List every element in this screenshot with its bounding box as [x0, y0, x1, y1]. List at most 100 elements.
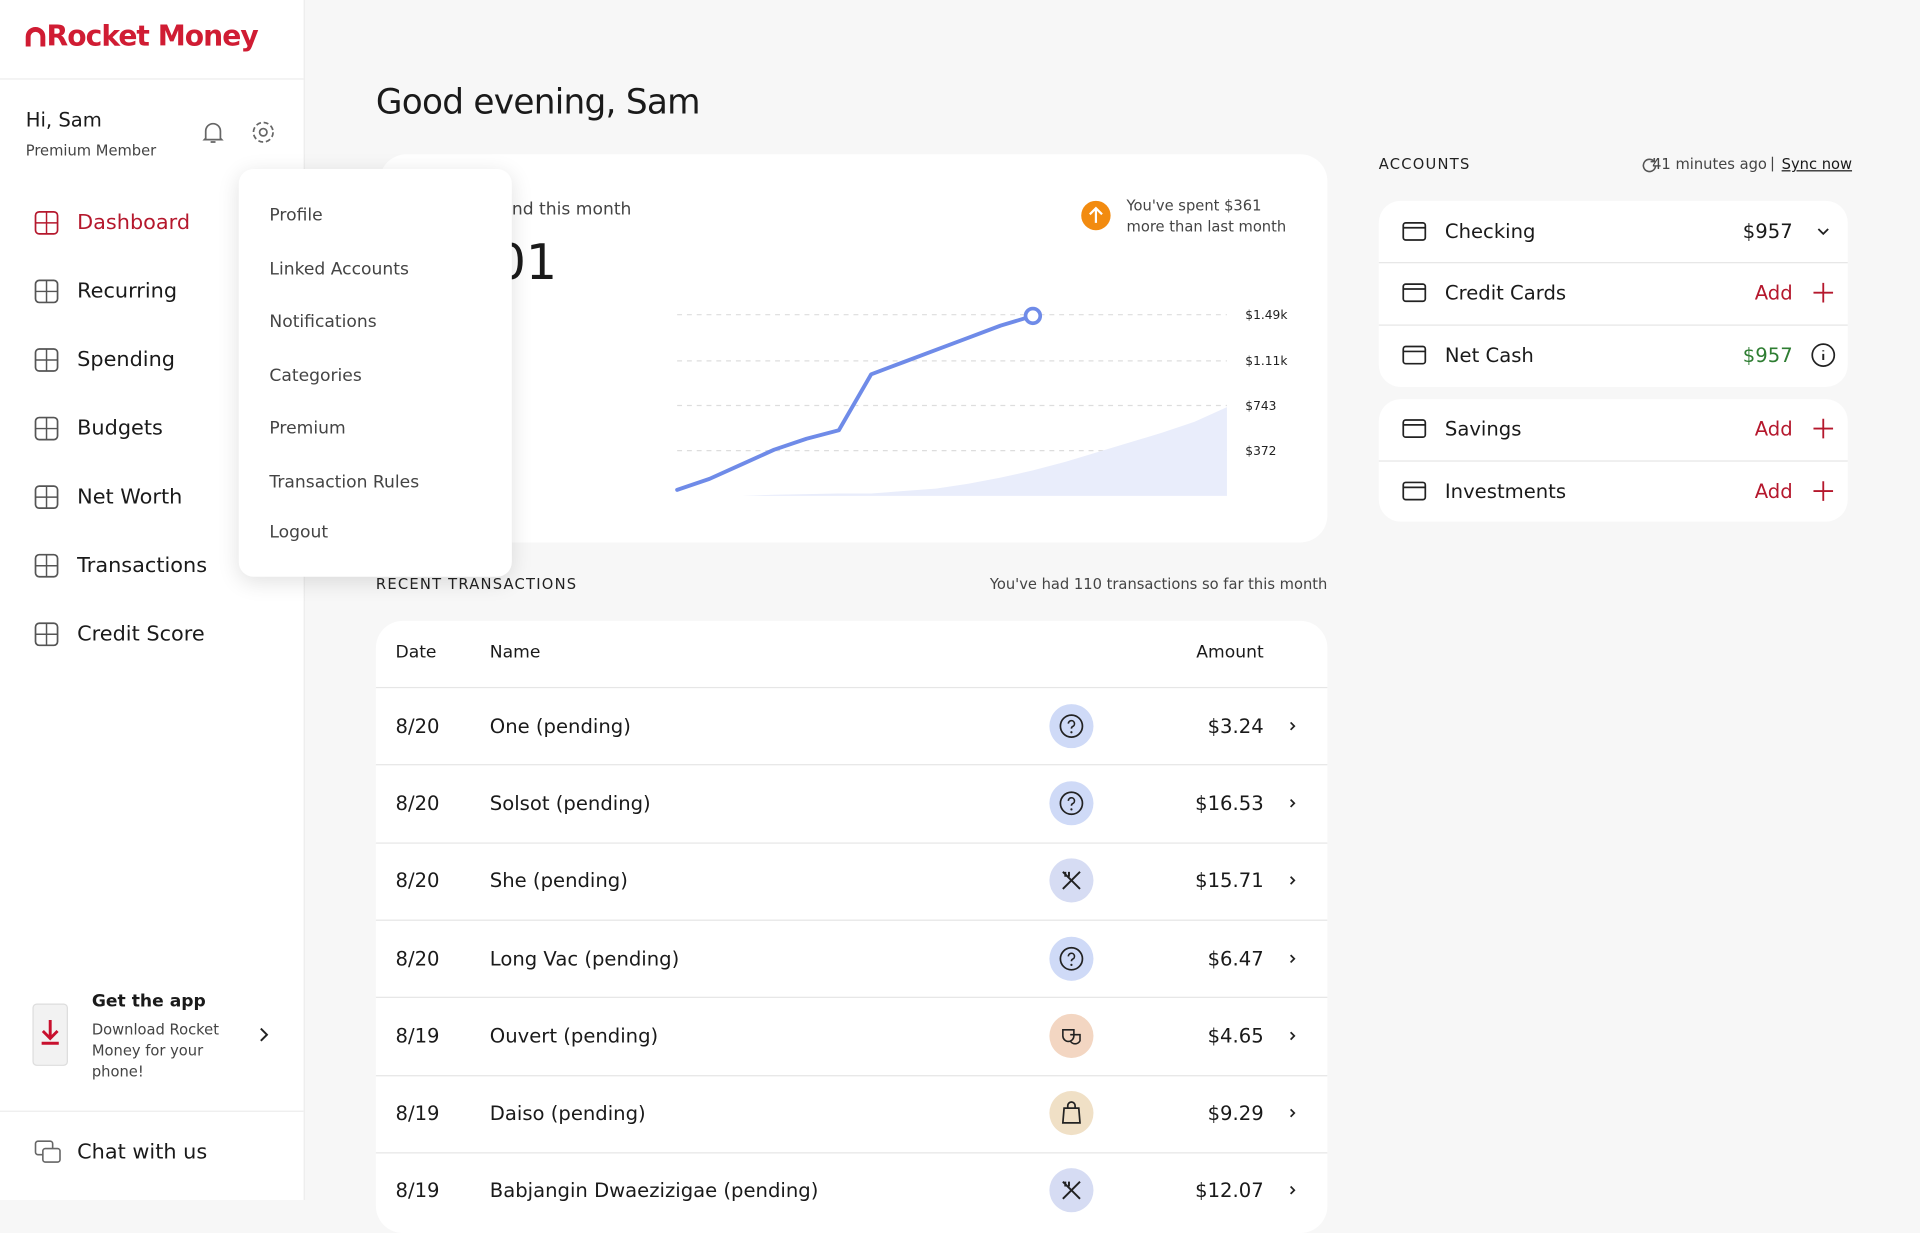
- category-icon[interactable]: [1049, 703, 1094, 748]
- nav-item[interactable]: Net Worth: [77, 484, 183, 510]
- row-chevron[interactable]: [1289, 1031, 1296, 1041]
- accounts-card: [1378, 200, 1848, 387]
- add-icon[interactable]: [1813, 282, 1834, 303]
- greeting: Hi, Sam: [25, 108, 102, 132]
- account-icon: [1402, 419, 1427, 439]
- nav-item[interactable]: Recurring: [77, 279, 178, 304]
- member-tier: Premium Member: [25, 142, 157, 160]
- transaction-date: 8/20: [395, 791, 440, 815]
- nav-item[interactable]: Transactions: [77, 553, 208, 578]
- menu-item[interactable]: Notifications: [269, 312, 377, 332]
- promo-body: Download Rocket Money for your phone!: [91, 1021, 219, 1080]
- transaction-amount: $15.71: [1195, 869, 1264, 893]
- row-divider: [375, 996, 1328, 999]
- up-arrow-badge: [1081, 200, 1111, 231]
- category-icon[interactable]: [1049, 1168, 1094, 1213]
- row-divider: [1378, 262, 1848, 264]
- row-chevron[interactable]: [1289, 1186, 1296, 1196]
- row-chevron[interactable]: [1289, 953, 1296, 963]
- add-account-button[interactable]: Add: [1754, 416, 1793, 441]
- transactions-card: [375, 620, 1328, 1233]
- row-divider: [375, 919, 1328, 921]
- add-icon[interactable]: [1813, 418, 1834, 439]
- nav-icon: [34, 210, 59, 235]
- sync-icon: [1642, 157, 1657, 173]
- nav-icon: [34, 553, 59, 578]
- add-icon[interactable]: [1813, 481, 1834, 501]
- transactions-summary: You've had 110 transactions so far this …: [989, 575, 1328, 593]
- transaction-amount: $4.65: [1207, 1024, 1264, 1048]
- nav-item[interactable]: Credit Score: [77, 622, 205, 647]
- transaction-amount: $12.07: [1195, 1179, 1264, 1203]
- page: { "brand": "Rocket Money", "user": {"gre…: [0, 0, 1853, 1213]
- menu-item[interactable]: Profile: [269, 205, 323, 226]
- sync-button[interactable]: Sync now: [1781, 155, 1853, 173]
- logo[interactable]: Rocket Money: [46, 20, 259, 53]
- category-icon[interactable]: [1049, 858, 1094, 903]
- account-name[interactable]: Credit Cards: [1444, 281, 1567, 305]
- accounts-card: [1378, 399, 1848, 522]
- logo-mark: [25, 27, 46, 47]
- transaction-name[interactable]: Babjangin Dwaezizigae (pending): [489, 1179, 819, 1203]
- menu-item[interactable]: Logout: [269, 522, 329, 543]
- nav-item[interactable]: Spending: [77, 347, 175, 373]
- menu-item[interactable]: Linked Accounts: [269, 259, 409, 280]
- account-icon: [1402, 283, 1427, 303]
- sync-status: 41 minutes ago: [1652, 155, 1767, 173]
- nav-item[interactable]: Budgets: [77, 416, 163, 441]
- transaction-name[interactable]: She (pending): [489, 869, 628, 893]
- nav-item[interactable]: Dashboard: [77, 210, 191, 236]
- row-divider: [375, 1074, 1328, 1076]
- account-icon: [1402, 221, 1427, 241]
- notifications-button[interactable]: [202, 120, 224, 144]
- menu-item[interactable]: Categories: [269, 366, 362, 386]
- add-account-button[interactable]: Add: [1754, 479, 1793, 503]
- category-icon[interactable]: [1049, 781, 1094, 826]
- column-header: Date: [395, 642, 437, 663]
- promo-title: Get the app: [91, 991, 206, 1012]
- category-icon[interactable]: [1049, 1013, 1094, 1058]
- nav-icon: [34, 485, 59, 510]
- separator: [1771, 156, 1774, 172]
- menu-item[interactable]: Premium: [269, 418, 346, 439]
- account-name[interactable]: Net Cash: [1444, 343, 1534, 367]
- row-divider: [375, 1151, 1328, 1154]
- category-icon[interactable]: [1049, 1091, 1094, 1136]
- chat-link[interactable]: Chat with us: [77, 1140, 208, 1165]
- nav-icon: [34, 279, 59, 304]
- add-account-button[interactable]: Add: [1754, 281, 1793, 305]
- expand-chevron[interactable]: [1817, 228, 1829, 236]
- account-name[interactable]: Investments: [1444, 479, 1567, 503]
- row-chevron[interactable]: [1289, 721, 1296, 731]
- divider: [0, 78, 304, 80]
- chat-icon: [34, 1140, 61, 1163]
- transaction-name[interactable]: Ouvert (pending): [489, 1024, 659, 1048]
- row-chevron[interactable]: [1289, 1108, 1296, 1118]
- nav-icon: [34, 348, 59, 372]
- info-button[interactable]: [1811, 343, 1836, 367]
- app: $1.49k $1.11k $743 $372 Profile Linked Accoun…: [0, 0, 1853, 1213]
- row-chevron[interactable]: [1289, 876, 1296, 886]
- settings-button[interactable]: [251, 120, 275, 144]
- transaction-name[interactable]: Daiso (pending): [489, 1101, 646, 1125]
- transaction-amount: $9.29: [1207, 1101, 1264, 1125]
- row-divider: [375, 841, 1328, 844]
- row-chevron[interactable]: [1289, 798, 1296, 808]
- transaction-name[interactable]: One (pending): [489, 713, 631, 738]
- page-heading: Good evening, Sam: [375, 81, 701, 122]
- transaction-date: 8/19: [395, 1024, 440, 1048]
- category-icon[interactable]: [1049, 936, 1094, 981]
- settings-menu: Profile Linked Accounts Notifications Categ…: [238, 168, 512, 577]
- transaction-name[interactable]: Solsot (pending): [489, 791, 651, 815]
- section-title: ACCOUNTS: [1378, 155, 1471, 173]
- account-name[interactable]: Savings: [1444, 416, 1522, 441]
- menu-item[interactable]: Transaction Rules: [269, 472, 420, 493]
- spend-comparison: You've spent $361 more than last month: [1126, 197, 1287, 236]
- phone-icon: [32, 1003, 68, 1066]
- transaction-date: 8/19: [395, 1179, 440, 1203]
- promo-chevron[interactable]: [258, 1027, 270, 1042]
- account-name[interactable]: Checking: [1444, 219, 1536, 244]
- transaction-name[interactable]: Long Vac (pending): [489, 946, 680, 970]
- row-divider: [375, 686, 1328, 689]
- account-icon: [1402, 345, 1427, 365]
